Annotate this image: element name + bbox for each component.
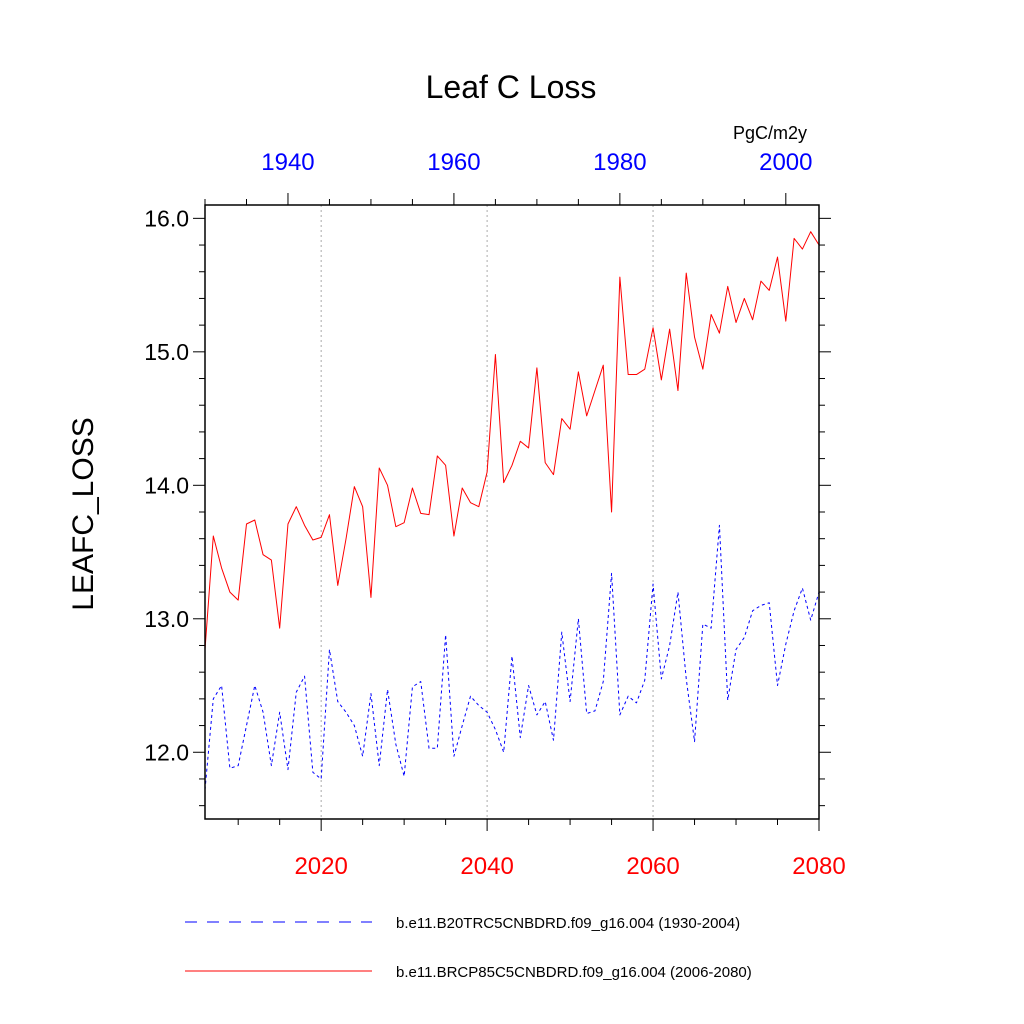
- series-group: [204, 231, 820, 790]
- top-tick-label: 1940: [261, 149, 314, 176]
- series-line-rcp85: [204, 231, 820, 650]
- units-label: PgC/m2y: [733, 123, 807, 143]
- grid-lines: [320, 205, 654, 819]
- bottom-axis-ticks: 2020 2040 2060 2080: [237, 819, 846, 880]
- y-tick-label: 13.0: [144, 606, 189, 632]
- bottom-tick-label: 2060: [626, 853, 679, 880]
- top-tick-label: 1960: [427, 149, 480, 176]
- y-axis-ticks: 12.0 13.0 14.0 15.0 16.0: [144, 205, 831, 807]
- y-tick-label: 15.0: [144, 339, 189, 365]
- bottom-tick-label: 2080: [792, 853, 845, 880]
- top-tick-label: 1980: [593, 149, 646, 176]
- y-tick-label: 12.0: [144, 739, 189, 765]
- legend-label-historical: b.e11.B20TRC5CNBDRD.f09_g16.004 (1930-20…: [396, 915, 740, 932]
- y-tick-label: 14.0: [144, 472, 189, 498]
- chart-title: Leaf C Loss: [426, 69, 597, 105]
- top-tick-label: 2000: [759, 149, 812, 176]
- bottom-tick-label: 2040: [460, 853, 513, 880]
- y-tick-label: 16.0: [144, 205, 189, 231]
- bottom-tick-label: 2020: [294, 853, 347, 880]
- series-line-historical: [204, 524, 820, 790]
- y-axis-label: LEAFC_LOSS: [67, 417, 100, 610]
- top-axis-ticks: 1940 1960 1980 2000: [204, 149, 813, 205]
- legend-label-rcp85: b.e11.BRCP85C5CNBDRD.f09_g16.004 (2006-2…: [396, 964, 752, 981]
- legend: b.e11.B20TRC5CNBDRD.f09_g16.004 (1930-20…: [185, 915, 752, 981]
